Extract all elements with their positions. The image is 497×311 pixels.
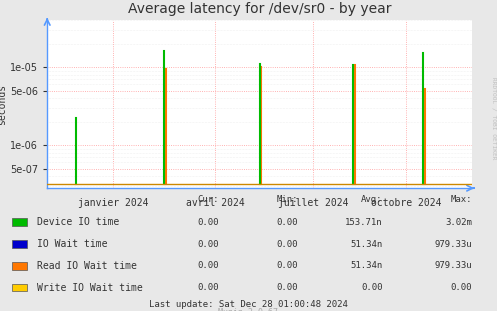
Text: 979.33u: 979.33u [434,262,472,270]
Text: 3.02m: 3.02m [445,218,472,227]
Text: 0.00: 0.00 [277,283,298,292]
Text: RRDTOOL / TOBI OETIKER: RRDTOOL / TOBI OETIKER [491,77,496,160]
Text: 0.00: 0.00 [277,262,298,270]
Text: Read IO Wait time: Read IO Wait time [37,261,137,271]
Text: 0.00: 0.00 [361,283,383,292]
Text: 0.00: 0.00 [277,218,298,227]
Text: 0.00: 0.00 [277,240,298,248]
Text: 0.00: 0.00 [451,283,472,292]
Text: IO Wait time: IO Wait time [37,239,108,249]
Text: 979.33u: 979.33u [434,240,472,248]
Text: Last update: Sat Dec 28 01:00:48 2024: Last update: Sat Dec 28 01:00:48 2024 [149,300,348,309]
Text: 0.00: 0.00 [197,283,219,292]
Title: Average latency for /dev/sr0 - by year: Average latency for /dev/sr0 - by year [128,2,392,16]
Text: Munin 2.0.67: Munin 2.0.67 [219,308,278,311]
Text: 153.71n: 153.71n [345,218,383,227]
Text: Device IO time: Device IO time [37,217,119,227]
Text: 0.00: 0.00 [197,240,219,248]
Text: Cur:: Cur: [197,195,219,203]
Text: Avg:: Avg: [361,195,383,203]
Text: Max:: Max: [451,195,472,203]
Text: Min:: Min: [277,195,298,203]
Text: Write IO Wait time: Write IO Wait time [37,283,143,293]
Text: 0.00: 0.00 [197,218,219,227]
Y-axis label: seconds: seconds [0,84,7,125]
Text: 0.00: 0.00 [197,262,219,270]
Text: 51.34n: 51.34n [350,240,383,248]
Text: 51.34n: 51.34n [350,262,383,270]
